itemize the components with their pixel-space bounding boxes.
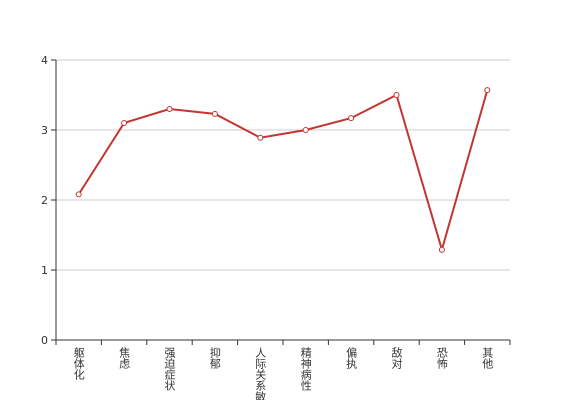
point [484, 87, 491, 94]
x-tick-label: 精神病性 [299, 347, 312, 392]
point [348, 115, 355, 122]
y-tick-label: 4 [41, 54, 48, 67]
x-tick-label: 焦虑 [118, 347, 131, 369]
point [75, 191, 82, 198]
point [211, 110, 218, 117]
x-tick-label: 强迫症状 [163, 347, 176, 391]
y-tick-label: 3 [41, 124, 48, 137]
x-tick-label: 人际关系敏感 [254, 347, 267, 400]
x-tick-label: 敌对 [390, 346, 403, 369]
x-tick-label: 躯体化 [72, 347, 85, 381]
y-tick-label: 1 [41, 264, 48, 277]
x-tick-label: 其他 [481, 347, 494, 369]
point [121, 120, 128, 126]
x-tick-label: 抑郁 [208, 346, 221, 369]
point [393, 92, 400, 98]
y-tick-label: 0 [41, 334, 48, 347]
point [257, 134, 264, 141]
line [77, 89, 489, 254]
y-tick-label: 2 [41, 194, 48, 207]
point [166, 106, 173, 112]
point [438, 246, 445, 253]
x-tick-label: 偏执 [345, 346, 358, 370]
x-tick-label: 恐怖 [435, 347, 448, 369]
point [302, 127, 309, 133]
